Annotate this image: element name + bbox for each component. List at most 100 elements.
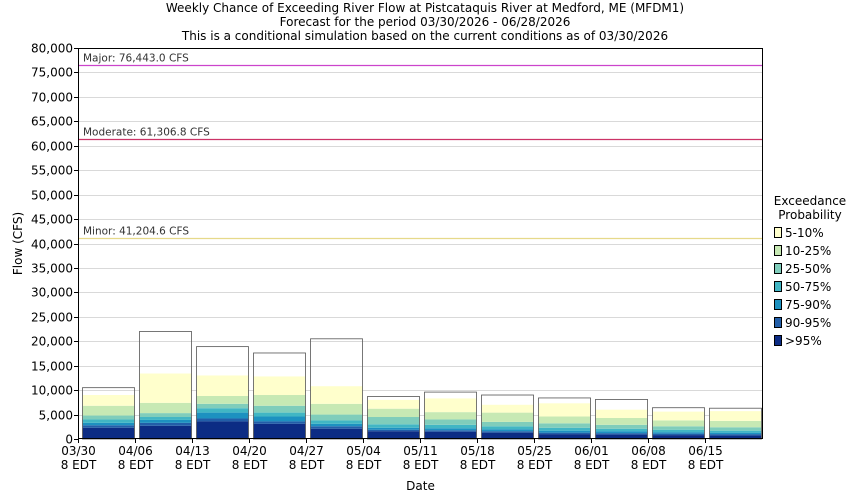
bar-segment xyxy=(367,424,420,428)
bar-segment xyxy=(82,405,135,416)
legend-item-label: 90-95% xyxy=(785,316,831,330)
bar-05/04 xyxy=(367,396,420,440)
bar-segment xyxy=(253,412,306,417)
bar-segment xyxy=(367,431,420,439)
bar-segment xyxy=(310,423,363,427)
legend: Exceedance Probability 5-10% 10-25% 25-50%… xyxy=(774,194,846,348)
flood-label: Moderate: 61,306.8 CFS xyxy=(83,127,210,139)
bar-segment xyxy=(139,413,192,418)
flood-label: Major: 76,443.0 CFS xyxy=(83,53,189,65)
x-tick-label-time: 8 EDT xyxy=(61,458,97,472)
chart-title-line-3: This is a conditional simulation based o… xyxy=(181,29,668,43)
bar-segment xyxy=(196,418,249,422)
bar-segment xyxy=(709,434,762,436)
bar-04/13 xyxy=(196,346,249,440)
bar-segment xyxy=(652,426,705,430)
legend-swatch xyxy=(774,227,782,238)
legend-title-line-1: Exceedance xyxy=(774,194,846,208)
bar-05/25 xyxy=(538,397,591,440)
bar-segment xyxy=(367,427,420,430)
bar-segment xyxy=(652,433,705,436)
bar-segment xyxy=(424,430,477,432)
legend-swatch xyxy=(774,299,782,310)
bar-segment xyxy=(424,424,477,429)
x-tick-label-date: 06/01 xyxy=(574,444,609,458)
x-tick-label-date: 05/25 xyxy=(517,444,552,458)
x-tick-label-date: 04/13 xyxy=(175,444,210,458)
bar-segment xyxy=(310,414,363,421)
y-tick-label: 45,000 xyxy=(31,213,73,227)
flood-label: Minor: 41,204.6 CFS xyxy=(83,226,189,238)
bar-segment xyxy=(82,422,135,426)
bar-segment xyxy=(196,412,249,419)
legend-item-label: >95% xyxy=(785,334,822,348)
legend-swatch xyxy=(774,263,782,274)
bar-segment xyxy=(538,423,591,428)
y-tick-label: 55,000 xyxy=(31,164,73,178)
bar-segment xyxy=(652,429,705,433)
bar-segment xyxy=(652,432,705,434)
bar-segment xyxy=(139,422,192,426)
legend-item-label: 10-25% xyxy=(785,244,831,258)
bar-segment xyxy=(82,419,135,423)
y-tick-label: 5,000 xyxy=(39,409,73,423)
x-tick-label-time: 8 EDT xyxy=(460,458,496,472)
bar-segment xyxy=(82,425,135,428)
y-tick-label: 15,000 xyxy=(31,360,73,374)
bar-segment xyxy=(652,420,705,427)
y-tick-label: 25,000 xyxy=(31,311,73,325)
bar-segment xyxy=(139,373,192,403)
bar-segment xyxy=(595,431,648,434)
bar-segment xyxy=(481,421,534,427)
bar-segment xyxy=(82,395,135,406)
bar-04/06 xyxy=(139,331,192,440)
chart-titles: Weekly Chance of Exceeding River Flow at… xyxy=(166,1,684,43)
bar-segment xyxy=(709,432,762,435)
bar-segment xyxy=(595,409,648,418)
legend-item-label: 25-50% xyxy=(785,262,831,276)
plot-area xyxy=(78,48,763,439)
x-tick-label-time: 8 EDT xyxy=(574,458,610,472)
bar-segment xyxy=(709,411,762,421)
y-tick-label: 50,000 xyxy=(31,189,73,203)
bar-segment xyxy=(139,425,192,439)
bar-segment xyxy=(652,411,705,421)
bar-segment xyxy=(310,428,363,439)
legend-swatch xyxy=(774,317,782,328)
bar-segment xyxy=(253,405,306,413)
x-tick-label-date: 05/11 xyxy=(403,444,438,458)
x-tick-label-date: 06/08 xyxy=(631,444,666,458)
bar-segment xyxy=(481,412,534,422)
bar-segment xyxy=(253,423,306,439)
bar-segment xyxy=(253,421,306,424)
x-tick-label-date: 05/18 xyxy=(460,444,495,458)
legend-item-label: 75-90% xyxy=(785,298,831,312)
bar-segment xyxy=(538,432,591,435)
legend-item-label: 50-75% xyxy=(785,280,831,294)
bar-segment xyxy=(367,417,420,425)
bar-segment xyxy=(481,431,534,433)
bar-segment xyxy=(481,429,534,432)
bar-segment xyxy=(424,412,477,420)
x-tick-label-time: 8 EDT xyxy=(346,458,382,472)
x-tick-label-time: 8 EDT xyxy=(289,458,325,472)
y-tick-label: 60,000 xyxy=(31,140,73,154)
bar-06/01 xyxy=(595,399,648,440)
y-axis-label: Flow (CFS) xyxy=(11,212,25,275)
bar-segment xyxy=(367,399,420,409)
x-tick-label-time: 8 EDT xyxy=(403,458,439,472)
bar-segment xyxy=(310,426,363,429)
bar-segment xyxy=(595,424,648,429)
bar-segment xyxy=(538,430,591,433)
bar-segment xyxy=(709,430,762,433)
bar-segment xyxy=(196,408,249,413)
grid-lines xyxy=(78,72,763,416)
bar-segment xyxy=(196,395,249,404)
x-tick-label-time: 8 EDT xyxy=(232,458,268,472)
legend-swatch xyxy=(774,245,782,256)
bar-segment xyxy=(538,416,591,424)
bar-segment xyxy=(139,402,192,414)
bar-segment xyxy=(82,427,135,439)
